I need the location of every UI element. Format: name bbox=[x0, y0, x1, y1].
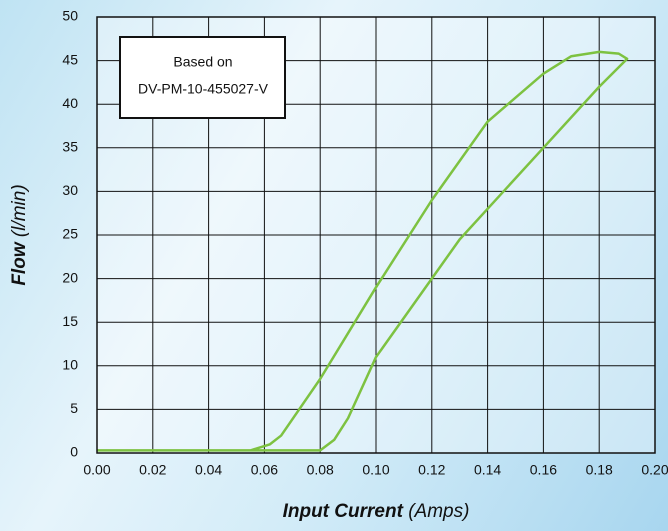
annotation-line: Based on bbox=[173, 54, 232, 70]
x-axis-label-unit: (Amps) bbox=[408, 501, 469, 522]
y-tick-label: 40 bbox=[62, 95, 78, 111]
y-tick-label: 35 bbox=[62, 139, 78, 155]
annotation-box bbox=[119, 36, 286, 119]
y-tick-label: 30 bbox=[62, 182, 78, 198]
x-tick-label: 0.00 bbox=[83, 462, 110, 478]
plot-frame bbox=[96, 16, 656, 454]
y-tick-label: 20 bbox=[62, 269, 78, 285]
x-axis-label: Input Current (Amps) bbox=[283, 501, 470, 522]
y-tick-label: 45 bbox=[62, 51, 78, 67]
x-tick-label: 0.02 bbox=[139, 462, 166, 478]
y-tick-label: 0 bbox=[70, 444, 78, 460]
x-tick-label: 0.06 bbox=[251, 462, 278, 478]
x-tick-label: 0.12 bbox=[418, 462, 445, 478]
y-tick-label: 25 bbox=[62, 226, 78, 242]
y-tick-label: 10 bbox=[62, 357, 78, 373]
x-tick-label: 0.08 bbox=[307, 462, 334, 478]
x-tick-label: 0.20 bbox=[641, 462, 668, 478]
y-axis-label-unit: (l/min) bbox=[9, 184, 30, 237]
y-tick-label: 15 bbox=[62, 313, 78, 329]
x-tick-label: 0.10 bbox=[362, 462, 389, 478]
y-axis-label: Flow (l/min) bbox=[9, 184, 30, 285]
x-tick-label: 0.18 bbox=[586, 462, 613, 478]
x-axis-label-main: Input Current bbox=[283, 501, 404, 522]
data-line bbox=[97, 50, 629, 452]
y-tick-label: 5 bbox=[70, 400, 78, 416]
x-tick-label: 0.14 bbox=[474, 462, 501, 478]
y-axis-label-main: Flow bbox=[9, 241, 30, 285]
x-tick-label: 0.16 bbox=[530, 462, 557, 478]
x-tick-label: 0.04 bbox=[195, 462, 222, 478]
y-tick-label: 50 bbox=[62, 8, 78, 24]
annotation-line: DV-PM-10-455027-V bbox=[138, 81, 269, 97]
